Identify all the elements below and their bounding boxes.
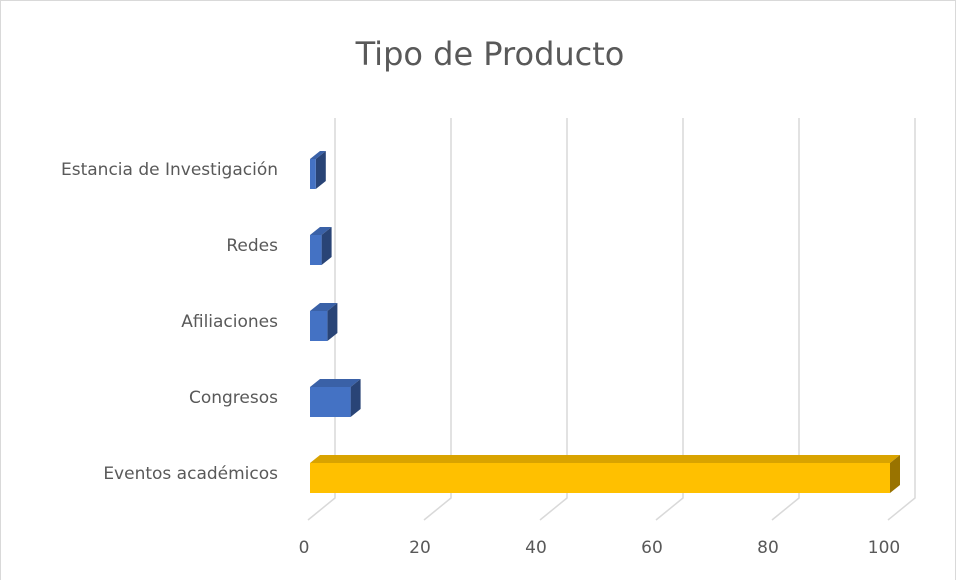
bar-side: [315, 151, 326, 189]
bar-top: [310, 227, 332, 235]
bar-side: [327, 303, 338, 341]
x-tick-label: 40: [525, 538, 547, 558]
grid-line: [307, 118, 336, 521]
grid-line: [655, 118, 684, 521]
bar-top: [310, 151, 326, 159]
y-tick-label: Redes: [226, 236, 278, 256]
bar: [310, 303, 338, 341]
bar: [310, 379, 361, 417]
grid-line: [539, 118, 568, 521]
y-tick-label: Estancia de Investigación: [61, 160, 278, 180]
x-tick-label: 0: [299, 538, 310, 558]
x-tick-label: 60: [641, 538, 663, 558]
x-tick-label: 20: [409, 538, 431, 558]
bar-front: [310, 387, 351, 417]
y-tick-label: Eventos académicos: [103, 464, 278, 484]
chart-title: Tipo de Producto: [355, 35, 625, 73]
bar: [310, 227, 332, 265]
y-tick-label: Congresos: [189, 388, 278, 408]
bar-front: [310, 463, 890, 493]
bar-side: [321, 227, 332, 265]
grid-line: [771, 118, 800, 521]
grid-line: [423, 118, 452, 521]
bar-top: [310, 303, 338, 311]
grid-line: [887, 118, 916, 521]
bar-top: [310, 455, 900, 463]
x-tick-label: 80: [757, 538, 779, 558]
bar: [310, 151, 326, 189]
bar-front: [310, 311, 328, 341]
x-tick-label: 100: [868, 538, 900, 558]
bar-front: [310, 159, 316, 189]
y-tick-label: Afiliaciones: [181, 312, 278, 332]
bar-side: [350, 379, 361, 417]
bar-side: [890, 455, 900, 493]
bar-front: [310, 235, 322, 265]
bar-top: [310, 379, 361, 387]
bar: [310, 455, 900, 493]
